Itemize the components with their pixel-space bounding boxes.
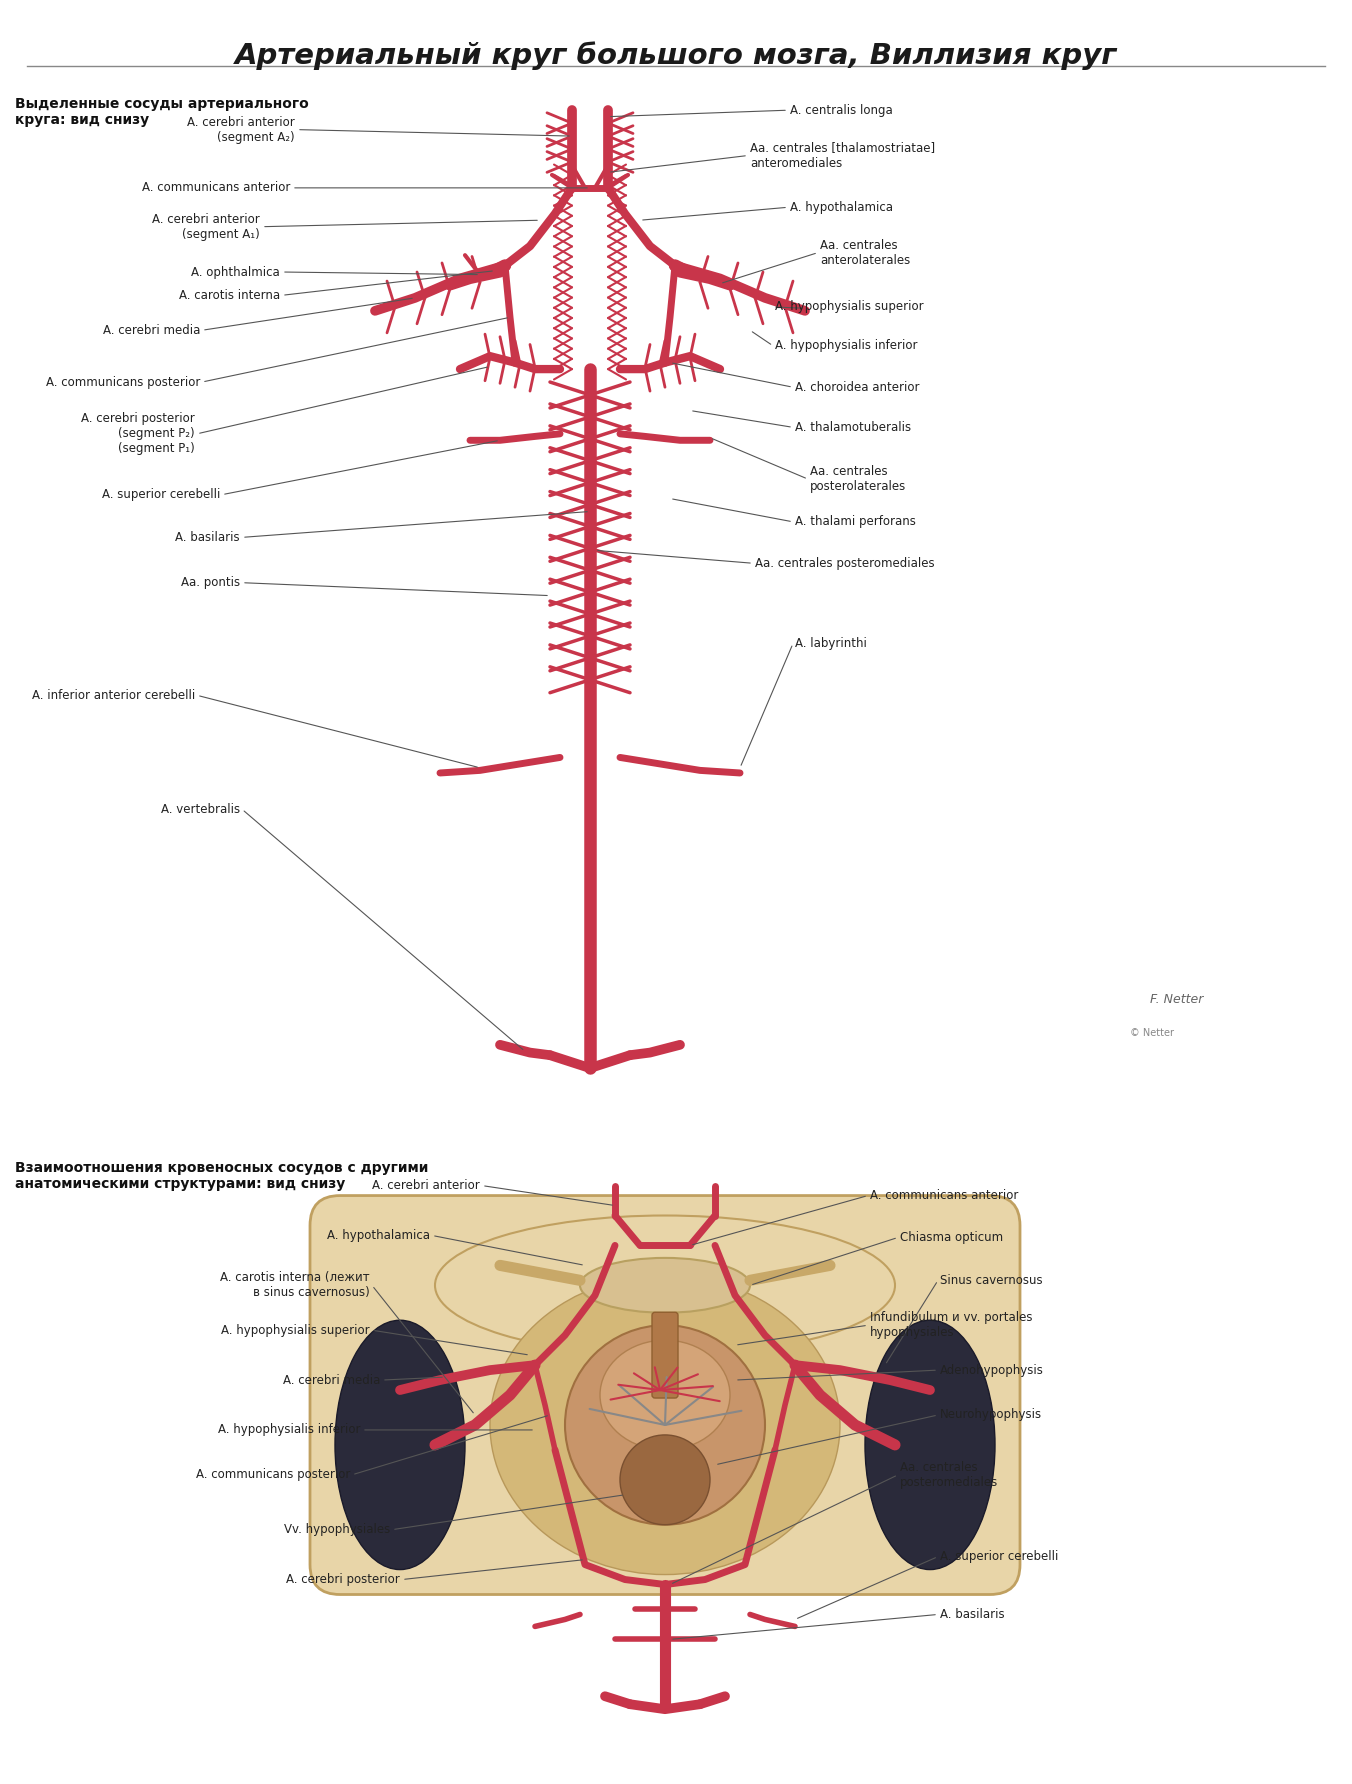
Text: A. cerebri anterior
(segment A₂): A. cerebri anterior (segment A₂)	[187, 116, 295, 143]
FancyBboxPatch shape	[652, 1313, 677, 1399]
Text: A. vertebralis: A. vertebralis	[161, 803, 241, 815]
Text: Chiasma opticum: Chiasma opticum	[900, 1231, 1003, 1243]
Text: Infundibulum и vv. portales
hypophysiales: Infundibulum и vv. portales hypophysiale…	[869, 1311, 1033, 1340]
Ellipse shape	[435, 1215, 895, 1356]
Text: A. labyrinthi: A. labyrinthi	[795, 637, 867, 649]
Text: Aa. centrales
posteromediales: Aa. centrales posteromediales	[900, 1461, 998, 1490]
Text: Артериальный круг большого мозга, Виллизия круг: Артериальный круг большого мозга, Виллиз…	[235, 41, 1117, 70]
Text: A. inferior anterior cerebelli: A. inferior anterior cerebelli	[31, 689, 195, 701]
Text: A. cerebri anterior
(segment A₁): A. cerebri anterior (segment A₁)	[153, 212, 260, 241]
Text: A. basilaris: A. basilaris	[176, 532, 241, 544]
Text: A. hypothalamica: A. hypothalamica	[790, 202, 894, 214]
Text: A. ophthalmica: A. ophthalmica	[191, 266, 280, 278]
Text: A. hypophysialis superior: A. hypophysialis superior	[222, 1324, 370, 1336]
Text: Aa. centrales posteromediales: Aa. centrales posteromediales	[754, 557, 934, 569]
Text: Aa. pontis: Aa. pontis	[181, 576, 241, 589]
Text: Aa. centrales [thalamostriatae]
anteromediales: Aa. centrales [thalamostriatae] anterome…	[750, 141, 936, 169]
Text: A. hypothalamica: A. hypothalamica	[327, 1229, 430, 1242]
Text: A. superior cerebelli: A. superior cerebelli	[101, 489, 220, 501]
Text: A. cerebri media: A. cerebri media	[103, 323, 200, 337]
Text: A. choroidea anterior: A. choroidea anterior	[795, 380, 919, 394]
Ellipse shape	[600, 1340, 730, 1450]
Ellipse shape	[865, 1320, 995, 1570]
Ellipse shape	[580, 1258, 750, 1313]
Ellipse shape	[489, 1276, 840, 1575]
Text: A. thalami perforans: A. thalami perforans	[795, 516, 915, 528]
Text: Взаимоотношения кровеносных сосудов с другими
анатомическими структурами: вид сн: Взаимоотношения кровеносных сосудов с др…	[15, 1161, 429, 1192]
Text: A. cerebri posterior
(segment P₂)
(segment P₁): A. cerebri posterior (segment P₂) (segme…	[81, 412, 195, 455]
Text: A. hypophysialis inferior: A. hypophysialis inferior	[218, 1424, 360, 1436]
Text: Neurohypophysis: Neurohypophysis	[940, 1409, 1042, 1422]
Text: Adenohypophysis: Adenohypophysis	[940, 1363, 1044, 1377]
Text: A. cerebri anterior: A. cerebri anterior	[372, 1179, 480, 1192]
Text: © Netter: © Netter	[1130, 1028, 1174, 1038]
Text: A. basilaris: A. basilaris	[940, 1607, 1005, 1622]
Ellipse shape	[565, 1326, 765, 1525]
Ellipse shape	[621, 1434, 710, 1525]
Text: A. hypophysialis superior: A. hypophysialis superior	[775, 300, 923, 314]
Text: F. Netter: F. Netter	[1151, 994, 1203, 1006]
Text: A. cerebri media: A. cerebri media	[283, 1374, 380, 1386]
Text: A. communicans posterior: A. communicans posterior	[46, 376, 200, 389]
Text: A. superior cerebelli: A. superior cerebelli	[940, 1550, 1059, 1563]
Text: A. hypophysialis inferior: A. hypophysialis inferior	[775, 339, 918, 351]
Text: Aa. centrales
anterolaterales: Aa. centrales anterolaterales	[821, 239, 910, 266]
Ellipse shape	[335, 1320, 465, 1570]
Text: A. communicans anterior: A. communicans anterior	[142, 182, 289, 194]
Text: A. carotis interna (лежит
в sinus cavernosus): A. carotis interna (лежит в sinus cavern…	[220, 1272, 370, 1299]
Text: A. communicans posterior: A. communicans posterior	[196, 1468, 350, 1481]
Text: A. carotis interna: A. carotis interna	[178, 289, 280, 301]
Text: A. centralis longa: A. centralis longa	[790, 103, 892, 116]
Text: A. thalamotuberalis: A. thalamotuberalis	[795, 421, 911, 434]
Text: A. communicans anterior: A. communicans anterior	[869, 1190, 1018, 1202]
FancyBboxPatch shape	[310, 1195, 1019, 1595]
Text: Sinus cavernosus: Sinus cavernosus	[940, 1274, 1042, 1286]
Text: Vv. hypophysiales: Vv. hypophysiales	[284, 1524, 389, 1536]
Text: Aa. centrales
posterolaterales: Aa. centrales posterolaterales	[810, 466, 906, 492]
Text: A. cerebri posterior: A. cerebri posterior	[287, 1573, 400, 1586]
Text: Выделенные сосуды артериального
круга: вид снизу: Выделенные сосуды артериального круга: в…	[15, 98, 308, 127]
